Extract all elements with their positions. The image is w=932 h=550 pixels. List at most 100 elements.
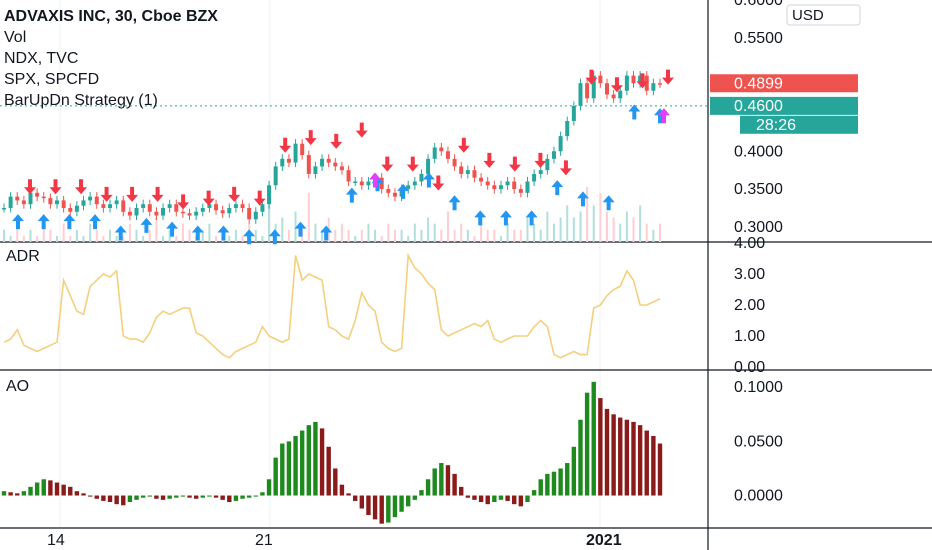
sell-arrow-down bbox=[636, 73, 649, 89]
legend-strategy[interactable]: BarUpDn Strategy (1) bbox=[4, 92, 158, 109]
candle-body bbox=[419, 173, 424, 182]
volume-bar bbox=[599, 193, 602, 242]
ao-pane-label[interactable]: AO bbox=[6, 378, 30, 395]
volume-bar bbox=[155, 217, 158, 242]
ao-bar bbox=[406, 495, 411, 507]
sell-arrow-down bbox=[126, 186, 139, 202]
ao-bar bbox=[386, 495, 391, 523]
ao-bar bbox=[187, 495, 192, 498]
candle-body bbox=[492, 185, 497, 190]
ao-bar bbox=[412, 495, 418, 500]
ao-bar bbox=[54, 482, 60, 496]
candle-body bbox=[565, 121, 570, 137]
buy-arrow-up bbox=[448, 195, 461, 211]
ao-bar bbox=[379, 495, 384, 524]
volume-bar bbox=[42, 217, 45, 242]
candle-body bbox=[591, 75, 596, 99]
buy-arrow-up bbox=[525, 210, 538, 226]
volume-bar bbox=[612, 217, 615, 242]
ao-bar bbox=[611, 414, 616, 496]
candle-body bbox=[432, 147, 437, 159]
legend-ndx[interactable]: NDX, TVC bbox=[4, 50, 79, 67]
legend-spx[interactable]: SPX, SPCFD bbox=[4, 71, 100, 88]
volume-bar bbox=[605, 211, 608, 242]
sell-arrow-down bbox=[24, 179, 36, 195]
volume-bar bbox=[526, 217, 529, 242]
volume-bar bbox=[241, 235, 244, 242]
ao-bar bbox=[160, 495, 166, 500]
candle-body bbox=[392, 192, 397, 197]
candle-body bbox=[518, 189, 523, 193]
ao-bar bbox=[445, 465, 451, 496]
close-arrow-up bbox=[658, 108, 670, 124]
ao-bar bbox=[571, 446, 577, 496]
ao-bar bbox=[306, 425, 312, 496]
candle-body bbox=[81, 200, 86, 206]
candle-body bbox=[386, 189, 391, 193]
ao-axis-tick-label: 0.0000 bbox=[734, 488, 783, 505]
candle-body bbox=[651, 83, 656, 91]
ao-bar bbox=[87, 495, 93, 497]
close-arrow-up bbox=[369, 172, 381, 188]
sell-arrow-down bbox=[381, 156, 394, 172]
candle-body bbox=[174, 204, 179, 212]
legend-vol[interactable]: Vol bbox=[4, 29, 27, 46]
candle-body bbox=[571, 105, 576, 121]
volume-bar bbox=[56, 235, 59, 242]
ao-bar bbox=[538, 479, 543, 496]
volume-bar bbox=[89, 223, 92, 242]
price-label-text: 28:26 bbox=[756, 117, 796, 134]
price-label-box bbox=[710, 74, 858, 93]
time-axis-tick-label: 21 bbox=[255, 532, 273, 549]
candle-body bbox=[359, 181, 364, 186]
candle-body bbox=[200, 207, 205, 212]
buy-arrow-up bbox=[191, 225, 204, 241]
volume-bar bbox=[307, 193, 310, 242]
ao-bar bbox=[253, 495, 258, 497]
sell-arrow-down bbox=[483, 152, 496, 168]
volume-bar bbox=[393, 229, 396, 242]
volume-bar bbox=[632, 217, 635, 242]
ao-bar bbox=[21, 491, 27, 496]
candle-body bbox=[108, 204, 113, 208]
adr-pane-label[interactable]: ADR bbox=[6, 248, 40, 265]
sell-arrow-down bbox=[304, 130, 317, 146]
candle-body bbox=[638, 75, 643, 84]
volume-bar bbox=[268, 205, 271, 242]
time-axis-tick-label: 14 bbox=[47, 532, 65, 549]
candle-body bbox=[2, 207, 6, 210]
candle-body bbox=[41, 196, 46, 199]
volume-bar bbox=[188, 229, 191, 242]
candle-body bbox=[439, 147, 444, 152]
candle-body bbox=[141, 204, 146, 208]
candle-body bbox=[538, 170, 543, 174]
volume-bar bbox=[215, 235, 218, 242]
ao-bar bbox=[366, 495, 371, 516]
legend-title[interactable]: ADVAXIS INC, 30, Cboe BZX bbox=[4, 8, 218, 25]
candle-body bbox=[35, 192, 40, 197]
sell-arrow-down bbox=[202, 190, 215, 206]
buy-arrow-up bbox=[89, 214, 102, 230]
volume-bar bbox=[340, 223, 343, 242]
adr-axis-tick-label: 4.00 bbox=[734, 235, 765, 252]
candle-body bbox=[618, 90, 623, 99]
ao-bar bbox=[319, 428, 325, 496]
candle-body bbox=[121, 200, 126, 212]
volume-bar bbox=[645, 223, 648, 242]
ao-bar bbox=[273, 457, 278, 496]
sell-arrow-down bbox=[432, 175, 445, 191]
volume-bar bbox=[546, 211, 549, 242]
candle-body bbox=[558, 136, 563, 152]
volume-bar bbox=[234, 229, 237, 242]
candle-body bbox=[161, 207, 166, 216]
ao-bar bbox=[28, 486, 33, 496]
ao-bar bbox=[68, 486, 73, 496]
volume-bar bbox=[135, 229, 138, 242]
candle-body bbox=[306, 155, 311, 174]
volume-bar bbox=[287, 229, 290, 242]
ao-bar bbox=[101, 495, 106, 501]
ao-bar bbox=[200, 495, 205, 498]
candle-body bbox=[28, 192, 33, 205]
